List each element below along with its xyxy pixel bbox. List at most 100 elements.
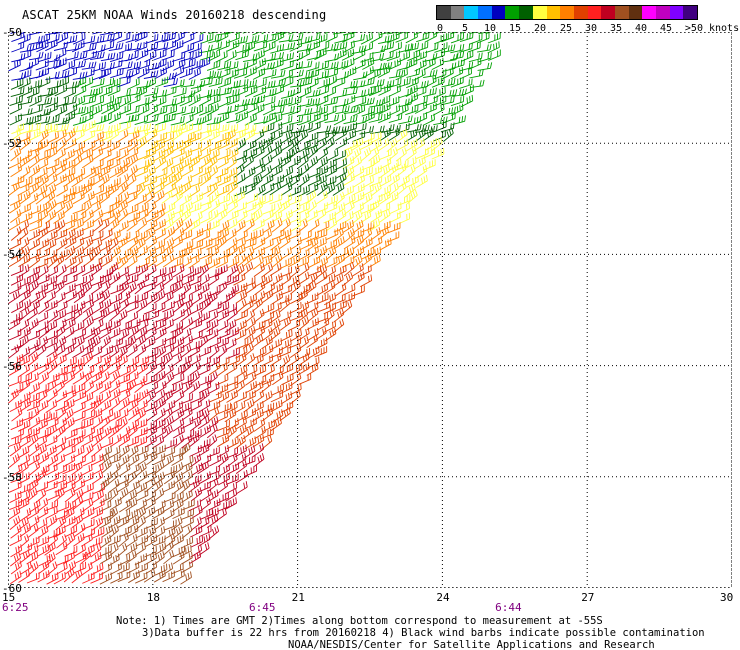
wind-barb: [54, 509, 68, 521]
wind-barb: [10, 560, 22, 575]
wind-barb: [81, 434, 94, 447]
wind-barb: [127, 184, 141, 196]
wind-barb: [135, 444, 149, 457]
wind-barb: [99, 326, 112, 340]
wind-barb: [44, 411, 58, 423]
wind-barb: [226, 94, 240, 106]
wind-barb: [199, 93, 212, 107]
wind-barb: [65, 80, 81, 90]
wind-barb: [125, 273, 139, 285]
wind-barb: [36, 383, 50, 395]
wind-barb: [125, 147, 139, 160]
wind-barb: [9, 490, 22, 504]
wind-barb: [171, 326, 184, 340]
wind-barb: [190, 417, 202, 432]
wind-barb: [460, 94, 474, 108]
wind-barb: [63, 317, 76, 331]
wind-barb: [236, 298, 247, 314]
wind-barb: [297, 202, 310, 215]
wind-barb: [314, 33, 328, 45]
wind-barb: [72, 95, 86, 108]
wind-barb: [188, 67, 201, 80]
wind-barb: [44, 140, 58, 152]
wind-barb: [397, 51, 410, 63]
wind-barb: [46, 472, 60, 484]
wind-barb: [298, 316, 310, 331]
wind-barb: [74, 523, 86, 537]
wind-barb: [9, 282, 22, 295]
wind-barb: [125, 281, 137, 297]
wind-barb: [127, 94, 141, 106]
wind-barb: [414, 101, 428, 114]
wind-barb: [179, 157, 192, 170]
wind-barb: [234, 201, 247, 214]
wind-barb: [216, 309, 230, 322]
wind-barb: [252, 320, 266, 332]
wind-barb: [270, 164, 283, 178]
wind-barb: [163, 371, 175, 387]
wind-barb: [163, 383, 177, 395]
wind-barb: [127, 444, 139, 459]
wind-barb: [342, 40, 355, 53]
wind-barb: [54, 424, 66, 440]
wind-barb: [298, 327, 310, 341]
wind-barb: [380, 41, 395, 52]
wind-barb: [233, 190, 246, 204]
wind-barb: [10, 463, 23, 477]
wind-barb: [308, 219, 320, 233]
wind-barb: [99, 320, 113, 333]
wind-barb: [235, 229, 248, 243]
wind-barb: [8, 217, 21, 231]
wind-barb: [323, 175, 337, 187]
wind-barb: [80, 246, 94, 259]
wind-barb: [154, 66, 167, 79]
wind-barb: [261, 402, 275, 414]
wind-barb: [353, 174, 365, 188]
wind-barb: [314, 236, 327, 250]
wind-barb: [17, 461, 29, 476]
wind-barb: [37, 544, 50, 557]
wind-barb: [253, 195, 266, 207]
wind-barb: [208, 77, 223, 88]
wind-barb: [413, 86, 427, 98]
wind-barb: [341, 255, 355, 268]
wind-barb: [270, 365, 284, 377]
wind-barb: [56, 534, 67, 549]
wind-barb: [179, 354, 192, 368]
wind-barb: [235, 424, 247, 439]
wind-barb: [81, 154, 94, 169]
wind-barb: [27, 561, 39, 576]
wind-barb: [432, 103, 445, 116]
wind-barb: [63, 32, 76, 35]
wind-barb: [316, 283, 329, 297]
wind-barb: [323, 273, 336, 287]
wind-barb: [62, 551, 75, 565]
wind-barb: [271, 272, 283, 287]
wind-barb: [189, 550, 202, 564]
wind-barb: [253, 263, 265, 277]
wind-barb: [136, 217, 148, 233]
wind-barb: [53, 454, 66, 468]
wind-barb: [287, 254, 300, 268]
wind-barb: [92, 69, 106, 81]
wind-barb: [134, 85, 148, 98]
wind-barb: [407, 189, 418, 205]
wind-barb: [135, 165, 148, 178]
wind-barb: [9, 128, 21, 142]
wind-barb: [118, 61, 133, 70]
wind-barb: [127, 129, 140, 143]
wind-barb: [236, 371, 248, 386]
wind-barb: [71, 106, 86, 116]
wind-barb: [101, 409, 114, 422]
wind-barb: [243, 237, 257, 249]
wind-barb: [206, 103, 219, 116]
wind-barb: [216, 184, 230, 197]
wind-barb: [180, 79, 196, 88]
wind-barb: [127, 265, 140, 277]
wind-barb: [188, 275, 202, 287]
wind-barb: [233, 273, 246, 286]
wind-barb: [99, 380, 112, 394]
wind-barb: [35, 488, 47, 504]
wind-barb: [271, 383, 284, 396]
wind-barb: [406, 175, 419, 188]
